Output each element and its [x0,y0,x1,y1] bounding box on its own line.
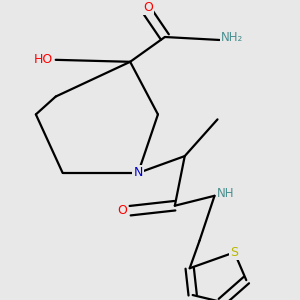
Text: HO: HO [34,53,53,66]
Text: NH₂: NH₂ [221,31,243,44]
Text: NH: NH [217,187,234,200]
Text: N: N [134,167,143,179]
Text: O: O [117,204,127,217]
Text: S: S [230,246,238,259]
Text: O: O [143,1,153,14]
